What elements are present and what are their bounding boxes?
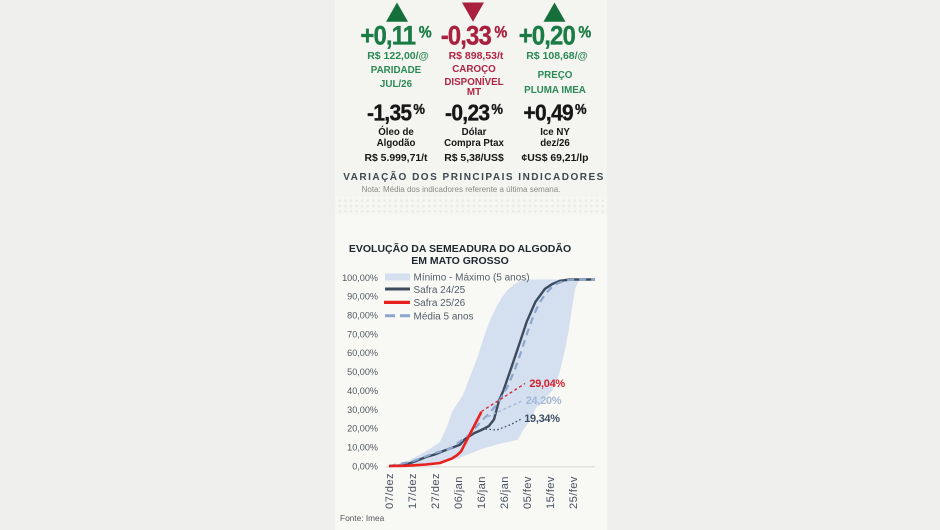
svg-text:26/jan: 26/jan [499, 476, 511, 509]
svg-text:60,00%: 60,00% [347, 348, 378, 358]
svg-text:07/dez: 07/dez [384, 473, 396, 509]
svg-text:Mínimo - Máximo (5 anos): Mínimo - Máximo (5 anos) [414, 272, 530, 283]
svg-text:15/fev: 15/fev [545, 476, 557, 509]
svg-text:100,00%: 100,00% [342, 273, 378, 283]
svg-text:0,00%: 0,00% [352, 461, 378, 471]
svg-text:06/jan: 06/jan [453, 476, 465, 509]
svg-text:19,34%: 19,34% [524, 413, 560, 425]
svg-text:27/dez: 27/dez [430, 473, 442, 509]
svg-text:Média 5 anos: Média 5 anos [414, 312, 474, 323]
svg-text:17/dez: 17/dez [407, 473, 419, 509]
svg-text:70,00%: 70,00% [347, 329, 378, 339]
svg-text:10,00%: 10,00% [347, 443, 378, 453]
svg-text:05/fev: 05/fev [522, 476, 534, 509]
svg-text:90,00%: 90,00% [347, 292, 378, 302]
svg-text:20,00%: 20,00% [347, 424, 378, 434]
svg-text:16/jan: 16/jan [476, 476, 488, 509]
svg-text:Safra 24/25: Safra 24/25 [414, 285, 466, 296]
svg-text:40,00%: 40,00% [347, 386, 378, 396]
svg-text:Safra 25/26: Safra 25/26 [414, 298, 466, 309]
svg-text:30,00%: 30,00% [347, 405, 378, 415]
svg-text:80,00%: 80,00% [347, 311, 378, 321]
svg-text:25/fev: 25/fev [568, 476, 580, 509]
svg-text:24,20%: 24,20% [526, 395, 562, 407]
svg-text:50,00%: 50,00% [347, 367, 378, 377]
svg-text:29,04%: 29,04% [529, 378, 565, 390]
